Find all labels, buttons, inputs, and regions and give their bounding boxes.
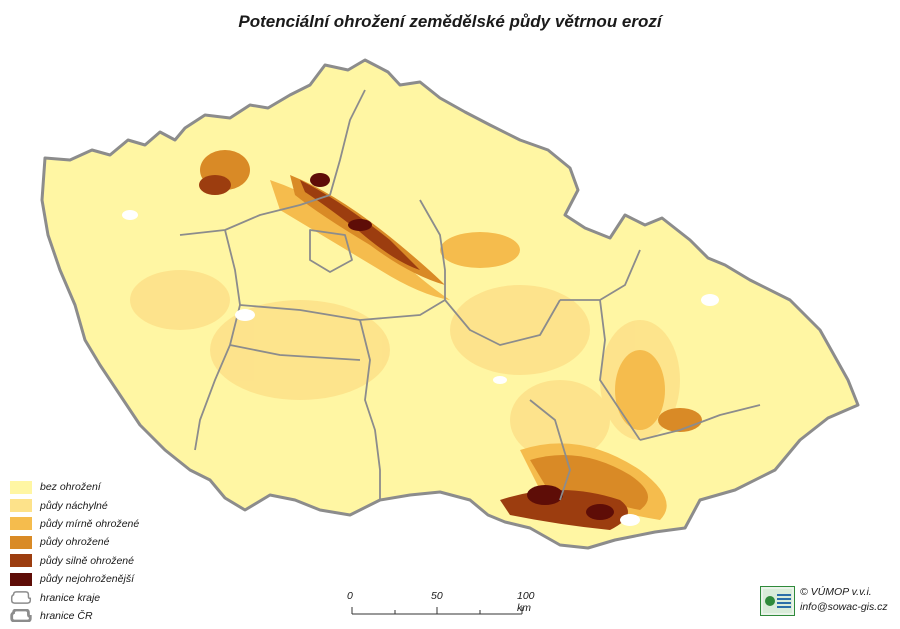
- legend-label: bez ohrožení: [40, 481, 101, 494]
- extreme-risk-areas: [310, 173, 614, 520]
- legend-swatch: [10, 572, 32, 586]
- legend-item: půdy nejohroženější: [10, 570, 139, 588]
- legend-label: půdy silně ohrožené: [40, 554, 134, 567]
- legend-item: půdy náchylné: [10, 496, 139, 514]
- scale-label: 0: [347, 590, 353, 602]
- legend-label: půdy náchylné: [40, 499, 108, 512]
- credit-line: © VÚMOP v.v.i.: [800, 586, 872, 598]
- region-boundary-symbol: [10, 591, 32, 604]
- map-title: Potenciální ohrožení zemědělské půdy vět…: [238, 12, 662, 31]
- credit-email: info@sowac-gis.cz: [800, 601, 888, 613]
- legend-swatch: [10, 480, 32, 494]
- legend-label: hranice ČR: [40, 609, 93, 622]
- region-boundaries: [179, 89, 761, 501]
- legend-swatch: [10, 517, 32, 531]
- legend-label: půdy mírně ohrožené: [40, 517, 140, 530]
- legend-swatch: [10, 499, 32, 513]
- scale-line: [351, 607, 523, 615]
- credit: © VÚMOP v.v.i. info@sowac-gis.cz: [800, 585, 888, 615]
- scale-label: 100 km: [517, 590, 535, 614]
- legend-item: půdy silně ohrožené: [10, 552, 139, 570]
- legend-label: půdy ohrožené: [40, 536, 110, 549]
- country-boundary-symbol: [10, 609, 32, 623]
- legend-item: bez ohrožení: [10, 478, 139, 496]
- logo-mark: [763, 589, 792, 613]
- legend: bez ohrožení půdy náchylné půdy mírně oh…: [10, 478, 139, 625]
- vumop-logo: [760, 586, 795, 616]
- unmapped-areas: [122, 210, 719, 526]
- legend-item: hranice kraje: [10, 588, 139, 606]
- legend-swatch: [10, 554, 32, 568]
- legend-label: hranice kraje: [40, 591, 101, 604]
- legend-item: půdy mírně ohrožené: [10, 515, 139, 533]
- scale-label: 50: [431, 590, 443, 602]
- legend-label: půdy nejohroženější: [40, 573, 134, 586]
- legend-item: hranice ČR: [10, 607, 139, 625]
- legend-item: půdy ohrožené: [10, 533, 139, 551]
- legend-swatch: [10, 535, 32, 549]
